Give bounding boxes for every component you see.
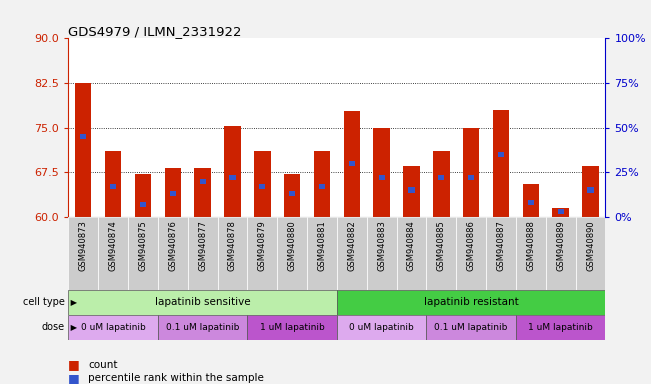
Text: GSM940875: GSM940875 xyxy=(139,220,147,271)
Text: GSM940885: GSM940885 xyxy=(437,220,446,271)
Bar xyxy=(314,152,330,217)
Bar xyxy=(486,217,516,290)
Bar xyxy=(247,217,277,290)
Bar xyxy=(128,217,158,290)
Bar xyxy=(68,217,98,290)
Bar xyxy=(456,217,486,290)
Bar xyxy=(528,200,534,205)
Text: GSM940877: GSM940877 xyxy=(198,220,207,271)
Text: GSM940886: GSM940886 xyxy=(467,220,476,271)
Text: GSM940882: GSM940882 xyxy=(348,220,356,271)
Text: 1 uM lapatinib: 1 uM lapatinib xyxy=(529,323,593,332)
Text: 0 uM lapatinib: 0 uM lapatinib xyxy=(350,323,414,332)
Bar xyxy=(493,110,509,217)
Bar xyxy=(170,191,176,197)
Bar xyxy=(217,217,247,290)
Text: ■: ■ xyxy=(68,372,80,384)
Bar xyxy=(378,175,385,180)
Bar xyxy=(463,127,479,217)
Text: 1 uM lapatinib: 1 uM lapatinib xyxy=(260,323,324,332)
Bar xyxy=(337,290,605,315)
Bar xyxy=(259,184,266,189)
Bar xyxy=(374,127,390,217)
Bar xyxy=(396,217,426,290)
Bar xyxy=(254,152,271,217)
Bar xyxy=(105,152,121,217)
Bar xyxy=(229,175,236,180)
Text: ■: ■ xyxy=(68,358,80,371)
Text: GSM940889: GSM940889 xyxy=(556,220,565,271)
Text: 0.1 uM lapatinib: 0.1 uM lapatinib xyxy=(434,323,508,332)
Text: percentile rank within the sample: percentile rank within the sample xyxy=(88,373,264,383)
Text: GSM940883: GSM940883 xyxy=(377,220,386,271)
Bar xyxy=(195,167,211,217)
Text: count: count xyxy=(88,360,117,370)
Bar xyxy=(158,217,187,290)
Bar xyxy=(587,187,594,193)
Bar xyxy=(187,217,217,290)
Bar xyxy=(199,179,206,184)
Text: GSM940873: GSM940873 xyxy=(79,220,88,271)
Bar xyxy=(165,168,181,217)
Text: GSM940876: GSM940876 xyxy=(169,220,177,271)
Text: lapatinib resistant: lapatinib resistant xyxy=(424,297,519,308)
Bar xyxy=(433,152,450,217)
Text: GSM940884: GSM940884 xyxy=(407,220,416,271)
Bar xyxy=(284,174,300,217)
Text: GSM940878: GSM940878 xyxy=(228,220,237,271)
Text: GSM940879: GSM940879 xyxy=(258,220,267,271)
Text: GSM940890: GSM940890 xyxy=(586,220,595,271)
Bar xyxy=(516,315,605,340)
Bar xyxy=(75,83,92,217)
Text: GSM940874: GSM940874 xyxy=(109,220,118,271)
Bar xyxy=(80,134,87,139)
Text: GDS4979 / ILMN_2331922: GDS4979 / ILMN_2331922 xyxy=(68,25,242,38)
Bar xyxy=(68,315,158,340)
Bar xyxy=(68,290,337,315)
Bar xyxy=(319,184,325,189)
Text: GSM940881: GSM940881 xyxy=(318,220,326,271)
Text: dose: dose xyxy=(42,322,65,333)
Bar xyxy=(426,315,516,340)
Bar xyxy=(224,126,241,217)
Bar xyxy=(557,209,564,214)
Text: GSM940880: GSM940880 xyxy=(288,220,297,271)
Text: ▶: ▶ xyxy=(68,298,77,307)
Text: GSM940887: GSM940887 xyxy=(497,220,505,271)
Bar xyxy=(553,208,569,217)
Bar xyxy=(468,175,475,180)
Bar xyxy=(337,315,426,340)
Bar xyxy=(575,217,605,290)
Bar xyxy=(403,166,420,217)
Bar xyxy=(523,184,539,217)
Bar xyxy=(367,217,396,290)
Bar xyxy=(140,202,146,207)
Bar xyxy=(426,217,456,290)
Text: ▶: ▶ xyxy=(68,323,77,332)
Bar xyxy=(277,217,307,290)
Bar xyxy=(307,217,337,290)
Bar xyxy=(135,174,151,217)
Bar xyxy=(110,184,117,189)
Text: 0 uM lapatinib: 0 uM lapatinib xyxy=(81,323,145,332)
Bar xyxy=(337,217,367,290)
Text: 0.1 uM lapatinib: 0.1 uM lapatinib xyxy=(166,323,240,332)
Bar xyxy=(98,217,128,290)
Bar xyxy=(247,315,337,340)
Bar xyxy=(516,217,546,290)
Bar xyxy=(408,187,415,193)
Bar xyxy=(546,217,575,290)
Bar xyxy=(158,315,247,340)
Bar xyxy=(289,191,296,197)
Text: lapatinib sensitive: lapatinib sensitive xyxy=(155,297,251,308)
Bar xyxy=(438,175,445,180)
Bar xyxy=(582,166,599,217)
Bar xyxy=(344,111,360,217)
Bar xyxy=(349,161,355,166)
Bar xyxy=(498,152,504,157)
Text: GSM940888: GSM940888 xyxy=(527,220,535,271)
Text: cell type: cell type xyxy=(23,297,65,308)
